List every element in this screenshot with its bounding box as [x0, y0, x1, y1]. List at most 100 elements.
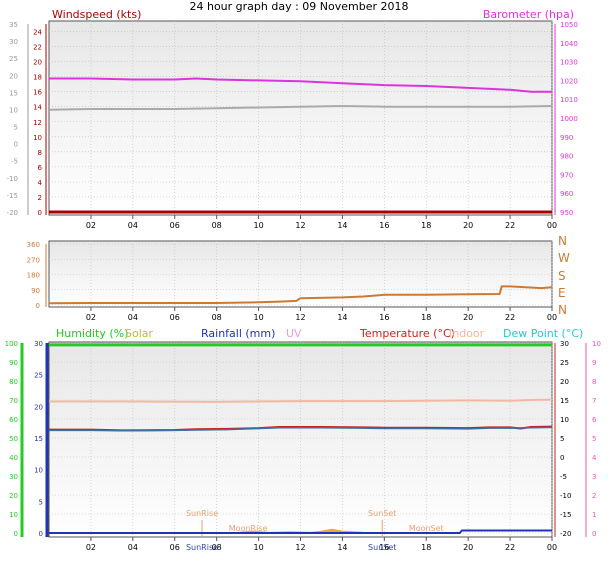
top-outer-tick-15: 15: [9, 89, 18, 97]
top-x-tick-06: 06: [170, 221, 180, 230]
top-wind-tick-14: 14: [33, 104, 42, 112]
top-x-tick-10: 10: [253, 221, 263, 230]
top-wind-tick-16: 16: [33, 89, 42, 97]
bot-temp-tick-0: 0: [560, 454, 564, 462]
bot-uv-tick-0: 0: [592, 530, 596, 538]
bot-temp-tick--15: -15: [560, 511, 571, 519]
mid-compass-2-S: S: [558, 269, 566, 283]
top-plot-area: [48, 20, 553, 216]
mid-dir-tick-0: 0: [36, 302, 40, 310]
bot-humidity-tick-70: 70: [9, 397, 18, 405]
mid-x-tick-14: 14: [337, 313, 347, 322]
bot-x-tick-14: 14: [337, 543, 347, 552]
bot-rain-tick-0: 0: [39, 530, 43, 538]
top-left-axis-label: Windspeed (kts): [52, 8, 141, 21]
top-baro-tick-1050: 1050: [560, 21, 578, 29]
bot-x-tick-10: 10: [253, 543, 263, 552]
top-outer-tick--15: -15: [7, 192, 18, 200]
bot-humidity-tick-0: 0: [14, 530, 18, 538]
mid-x-tick-20: 20: [463, 313, 473, 322]
top-outer-tick--5: -5: [11, 158, 18, 166]
top-baro-tick-950: 950: [560, 209, 573, 217]
bot-humidity-tick-30: 30: [9, 473, 18, 481]
page-title: 24 hour graph day : 09 November 2018: [189, 0, 408, 13]
top-outer-tick--20: -20: [7, 209, 18, 217]
bot-uv-tick-2: 2: [592, 492, 596, 500]
top-baro-tick-960: 960: [560, 190, 573, 198]
bot-temp-tick-25: 25: [560, 359, 569, 367]
bot-legend-4: Temperature (°C): [359, 327, 455, 340]
bot-temp-tick--10: -10: [560, 492, 571, 500]
bot-uv-tick-1: 1: [592, 511, 596, 519]
bot-x-tick-16: 16: [379, 543, 389, 552]
bot-uv-tick-7: 7: [592, 397, 596, 405]
bot-uv-tick-4: 4: [592, 454, 597, 462]
bot-axis-event-sunset: SunSet: [368, 543, 396, 552]
bot-rain-tick-20: 20: [34, 403, 43, 411]
bot-x-tick-18: 18: [421, 543, 431, 552]
bot-humidity-tick-50: 50: [9, 435, 18, 443]
top-wind-tick-4: 4: [38, 179, 43, 187]
mid-dir-tick-360: 360: [27, 241, 40, 249]
bot-x-tick-00: 00: [547, 543, 557, 552]
bot-x-tick-12: 12: [295, 543, 305, 552]
bot-legend-5: Indoor: [449, 327, 485, 340]
top-outer-tick-5: 5: [14, 124, 18, 132]
bot-axis-event-sunrise: SunRise: [186, 543, 218, 552]
top-x-tick-12: 12: [295, 221, 305, 230]
top-outer-tick-20: 20: [9, 72, 18, 80]
bot-series-rainfall: [49, 529, 552, 534]
top-baro-tick-1010: 1010: [560, 96, 578, 104]
mid-x-tick-04: 04: [128, 313, 138, 322]
bot-event-label-sunrise: SunRise: [186, 509, 218, 518]
bot-humidity-tick-10: 10: [9, 511, 18, 519]
top-series-barometer: [49, 77, 552, 93]
top-x-tick-02: 02: [86, 221, 96, 230]
bot-humidity-tick-40: 40: [9, 454, 18, 462]
mid-x-tick-06: 06: [170, 313, 180, 322]
bot-x-tick-04: 04: [128, 543, 138, 552]
bot-rain-tick-10: 10: [34, 467, 43, 475]
bot-legend-0: Humidity (%): [56, 327, 128, 340]
bot-temp-tick-5: 5: [560, 435, 564, 443]
bot-x-tick-08: 08: [212, 543, 222, 552]
bot-event-label-moonrise: MoonRise: [229, 524, 268, 533]
bot-temp-tick-10: 10: [560, 416, 569, 424]
mid-dir-tick-90: 90: [31, 287, 40, 295]
top-outer-tick-25: 25: [9, 55, 18, 63]
bot-event-label-moonset: MoonSet: [409, 524, 444, 533]
bot-uv-tick-10: 10: [592, 340, 601, 348]
bot-humidity-tick-80: 80: [9, 378, 18, 386]
mid-compass-1-W: W: [558, 251, 570, 265]
top-x-tick-00: 00: [547, 221, 557, 230]
mid-compass-4-N: N: [558, 303, 567, 317]
bot-uv-tick-3: 3: [592, 473, 596, 481]
top-x-tick-22: 22: [505, 221, 515, 230]
bot-rain-tick-5: 5: [39, 498, 43, 506]
top-outer-tick-35: 35: [9, 21, 18, 29]
top-wind-tick-20: 20: [33, 59, 42, 67]
mid-x-tick-02: 02: [86, 313, 96, 322]
bot-rain-tick-15: 15: [34, 435, 43, 443]
bot-series-indoor: [49, 398, 553, 403]
bot-series-dew-point: [49, 426, 553, 432]
top-baro-tick-1040: 1040: [560, 40, 578, 48]
top-x-tick-08: 08: [212, 221, 222, 230]
top-x-tick-14: 14: [337, 221, 347, 230]
top-baro-tick-1020: 1020: [560, 77, 578, 85]
top-wind-tick-10: 10: [33, 134, 42, 142]
mid-x-tick-22: 22: [505, 313, 515, 322]
top-series-gray-line: [48, 105, 553, 111]
mid-x-tick-18: 18: [421, 313, 431, 322]
top-x-tick-04: 04: [128, 221, 138, 230]
bot-x-tick-02: 02: [86, 543, 96, 552]
mid-x-tick-16: 16: [379, 313, 389, 322]
mid-x-tick-00: 00: [547, 313, 557, 322]
bot-temp-tick-20: 20: [560, 378, 569, 386]
top-baro-tick-980: 980: [560, 153, 573, 161]
top-wind-tick-22: 22: [33, 44, 42, 52]
top-x-tick-20: 20: [463, 221, 473, 230]
bot-event-label-sunset: SunSet: [368, 509, 396, 518]
